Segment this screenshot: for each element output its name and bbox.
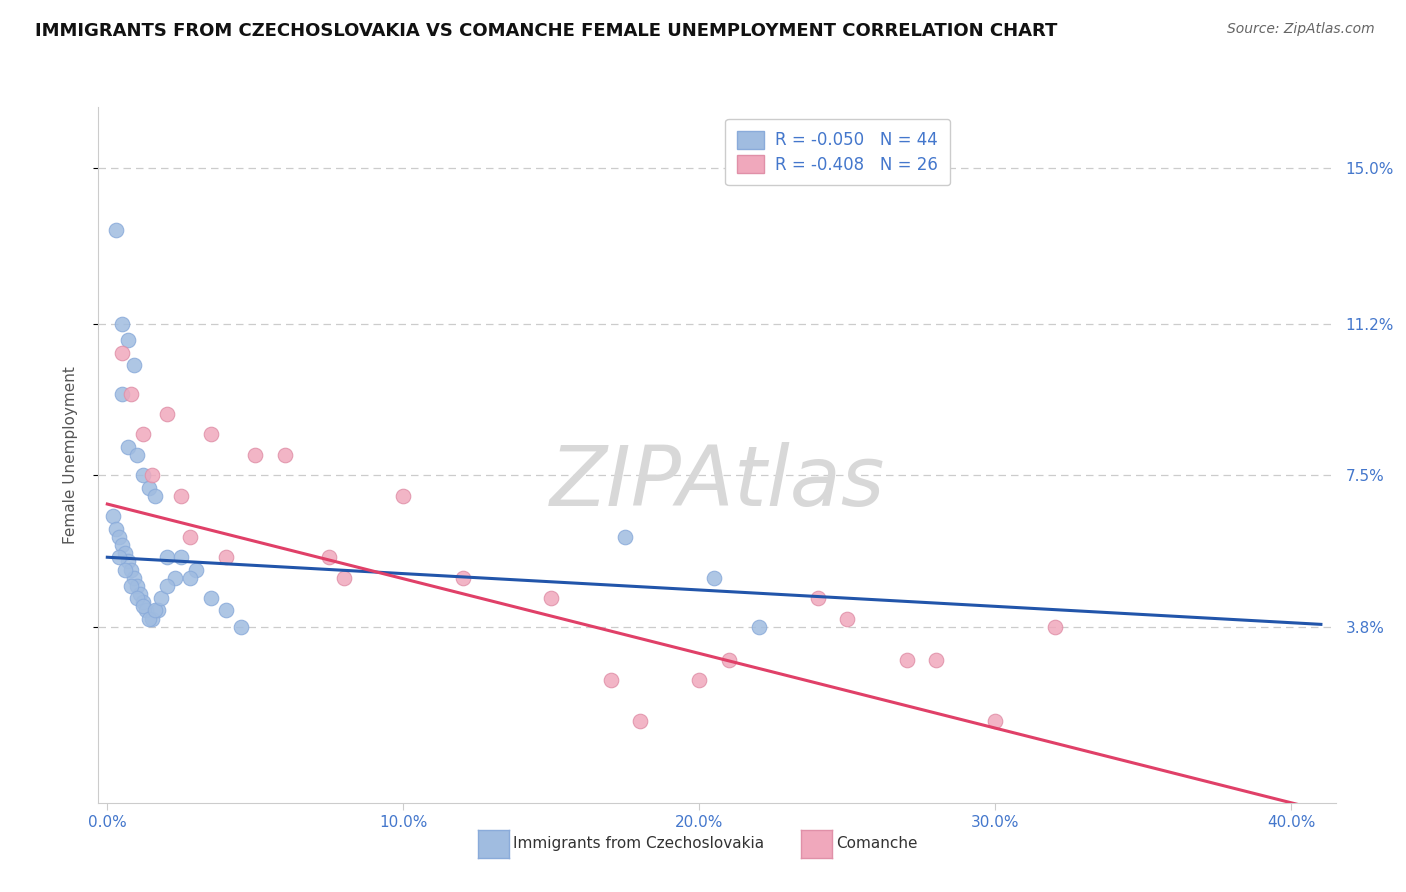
Point — [132, 595, 155, 609]
Point — [135, 603, 157, 617]
Point — [143, 489, 166, 503]
Point — [117, 554, 139, 568]
Point — [333, 571, 356, 585]
Point — [747, 620, 769, 634]
Point — [125, 591, 148, 606]
Point — [200, 427, 222, 442]
Point — [451, 571, 474, 585]
Point — [628, 714, 651, 728]
Point — [155, 407, 177, 421]
Legend: R = -0.050   N = 44, R = -0.408   N = 26: R = -0.050 N = 44, R = -0.408 N = 26 — [725, 119, 950, 186]
Point — [122, 358, 145, 372]
Point — [132, 468, 155, 483]
Point — [155, 579, 177, 593]
Point — [837, 612, 859, 626]
Point — [125, 579, 148, 593]
Point — [318, 550, 340, 565]
Point — [215, 550, 238, 565]
Point — [179, 571, 201, 585]
Point — [614, 530, 637, 544]
Point — [125, 448, 148, 462]
Text: ZIPAtlas: ZIPAtlas — [550, 442, 884, 524]
Point — [105, 223, 128, 237]
Point — [392, 489, 415, 503]
Point — [1043, 620, 1066, 634]
Point — [111, 386, 134, 401]
Point — [120, 579, 142, 593]
Point — [688, 673, 710, 687]
Point — [807, 591, 830, 606]
Y-axis label: Female Unemployment: Female Unemployment — [63, 366, 77, 544]
Point — [105, 522, 128, 536]
Point — [108, 550, 131, 565]
Point — [132, 427, 155, 442]
Point — [120, 562, 142, 576]
Point — [170, 489, 193, 503]
Point — [229, 620, 252, 634]
Point — [165, 571, 187, 585]
Point — [141, 612, 163, 626]
Point — [925, 652, 948, 666]
Text: Immigrants from Czechoslovakia: Immigrants from Czechoslovakia — [513, 837, 765, 851]
Point — [114, 562, 136, 576]
Point — [215, 603, 238, 617]
Point — [896, 652, 918, 666]
Point — [540, 591, 562, 606]
Point — [245, 448, 267, 462]
Point — [117, 334, 139, 348]
Point — [111, 345, 134, 359]
Point — [984, 714, 1007, 728]
Point — [200, 591, 222, 606]
Point — [111, 317, 134, 331]
Point — [179, 530, 201, 544]
Point — [120, 386, 142, 401]
Point — [108, 530, 131, 544]
Point — [717, 652, 740, 666]
Point — [155, 550, 177, 565]
Point — [274, 448, 297, 462]
Point — [128, 587, 150, 601]
Point — [122, 571, 145, 585]
Text: IMMIGRANTS FROM CZECHOSLOVAKIA VS COMANCHE FEMALE UNEMPLOYMENT CORRELATION CHART: IMMIGRANTS FROM CZECHOSLOVAKIA VS COMANC… — [35, 22, 1057, 40]
Point — [103, 509, 125, 524]
Text: Source: ZipAtlas.com: Source: ZipAtlas.com — [1227, 22, 1375, 37]
Point — [146, 603, 169, 617]
Point — [143, 603, 166, 617]
Point — [138, 612, 160, 626]
Point — [184, 562, 207, 576]
Point — [599, 673, 621, 687]
Text: Comanche: Comanche — [837, 837, 918, 851]
Point — [114, 546, 136, 560]
Point — [111, 538, 134, 552]
Point — [170, 550, 193, 565]
Point — [117, 440, 139, 454]
Point — [141, 468, 163, 483]
Point — [138, 481, 160, 495]
Point — [149, 591, 172, 606]
Point — [132, 599, 155, 614]
Point — [703, 571, 725, 585]
